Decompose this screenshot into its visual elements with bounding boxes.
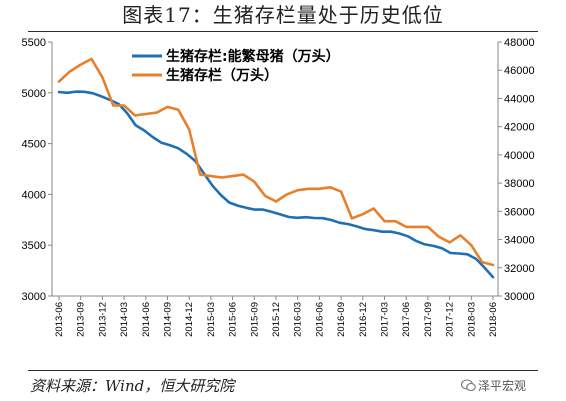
x-tick-label: 2018-06 <box>488 302 499 337</box>
x-tick-label: 2018-03 <box>466 302 477 337</box>
x-tick-label: 2013-12 <box>97 302 108 337</box>
right-tick-label: 38000 <box>504 178 535 190</box>
right-tick-label: 32000 <box>504 263 535 275</box>
x-tick-label: 2014-06 <box>141 302 152 337</box>
x-tick-label: 2016-06 <box>314 302 325 337</box>
left-tick-label: 5500 <box>22 37 46 49</box>
source-rule <box>28 370 538 371</box>
watermark-text: 泽平宏观 <box>478 379 527 393</box>
x-tick-label: 2013-09 <box>76 302 87 337</box>
x-tick-label: 2014-12 <box>184 302 195 337</box>
right-tick-label: 36000 <box>504 206 535 218</box>
left-tick-label: 3500 <box>22 240 46 252</box>
title-rule <box>28 31 538 32</box>
x-tick-label: 2013-06 <box>54 302 65 337</box>
x-tick-label: 2015-09 <box>249 302 260 337</box>
legend-label-hogs: 生猪存栏（万头） <box>166 67 278 84</box>
series-layer <box>57 57 495 279</box>
series-line-hogs <box>57 57 495 267</box>
left-tick-label: 5000 <box>22 88 46 100</box>
x-tick-label: 2016-09 <box>336 302 347 337</box>
right-tick-label: 40000 <box>504 150 535 162</box>
right-tick-label: 46000 <box>504 65 535 77</box>
figure-title: 图表17：生猪存栏量处于历史低位 <box>122 3 444 27</box>
x-tick-label: 2015-12 <box>271 302 282 337</box>
right-tick-label: 48000 <box>504 37 535 49</box>
chart-legend: 生猪存栏:能繁母猪（万头） 生猪存栏（万头） <box>132 48 340 84</box>
left-tick-label: 3000 <box>22 291 46 303</box>
x-tick-label: 2014-09 <box>163 302 174 337</box>
series-line-sows <box>57 90 495 279</box>
x-tick-label: 2015-03 <box>206 302 217 337</box>
right-tick-label: 44000 <box>504 93 535 105</box>
wechat-icon <box>461 379 476 392</box>
left-tick-label: 4500 <box>22 139 46 151</box>
right-tick-label: 34000 <box>504 235 535 247</box>
left-tick-label: 4000 <box>22 189 46 201</box>
x-tick-label: 2015-06 <box>228 302 239 337</box>
x-tick-label: 2017-12 <box>445 302 456 337</box>
chart-axes: 3000 3500 4000 4500 5000 5500 30000 32000 34000 3… <box>22 37 535 337</box>
source-note: 资料来源：Wind，恒大研究院 <box>30 377 235 395</box>
x-tick-label: 2016-12 <box>358 302 369 337</box>
right-tick-label: 42000 <box>504 122 535 134</box>
x-tick-label: 2017-03 <box>380 302 391 337</box>
x-tick-label: 2014-03 <box>119 302 130 337</box>
legend-label-sows: 生猪存栏:能繁母猪（万头） <box>166 48 340 65</box>
x-tick-label: 2016-03 <box>293 302 304 337</box>
x-tick-label: 2017-06 <box>401 302 412 337</box>
right-tick-label: 30000 <box>504 291 535 303</box>
x-tick-label: 2017-09 <box>423 302 434 337</box>
